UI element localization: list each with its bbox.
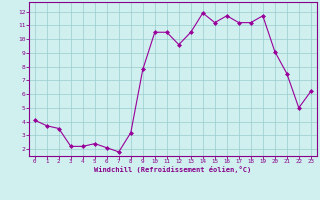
X-axis label: Windchill (Refroidissement éolien,°C): Windchill (Refroidissement éolien,°C) (94, 166, 252, 173)
